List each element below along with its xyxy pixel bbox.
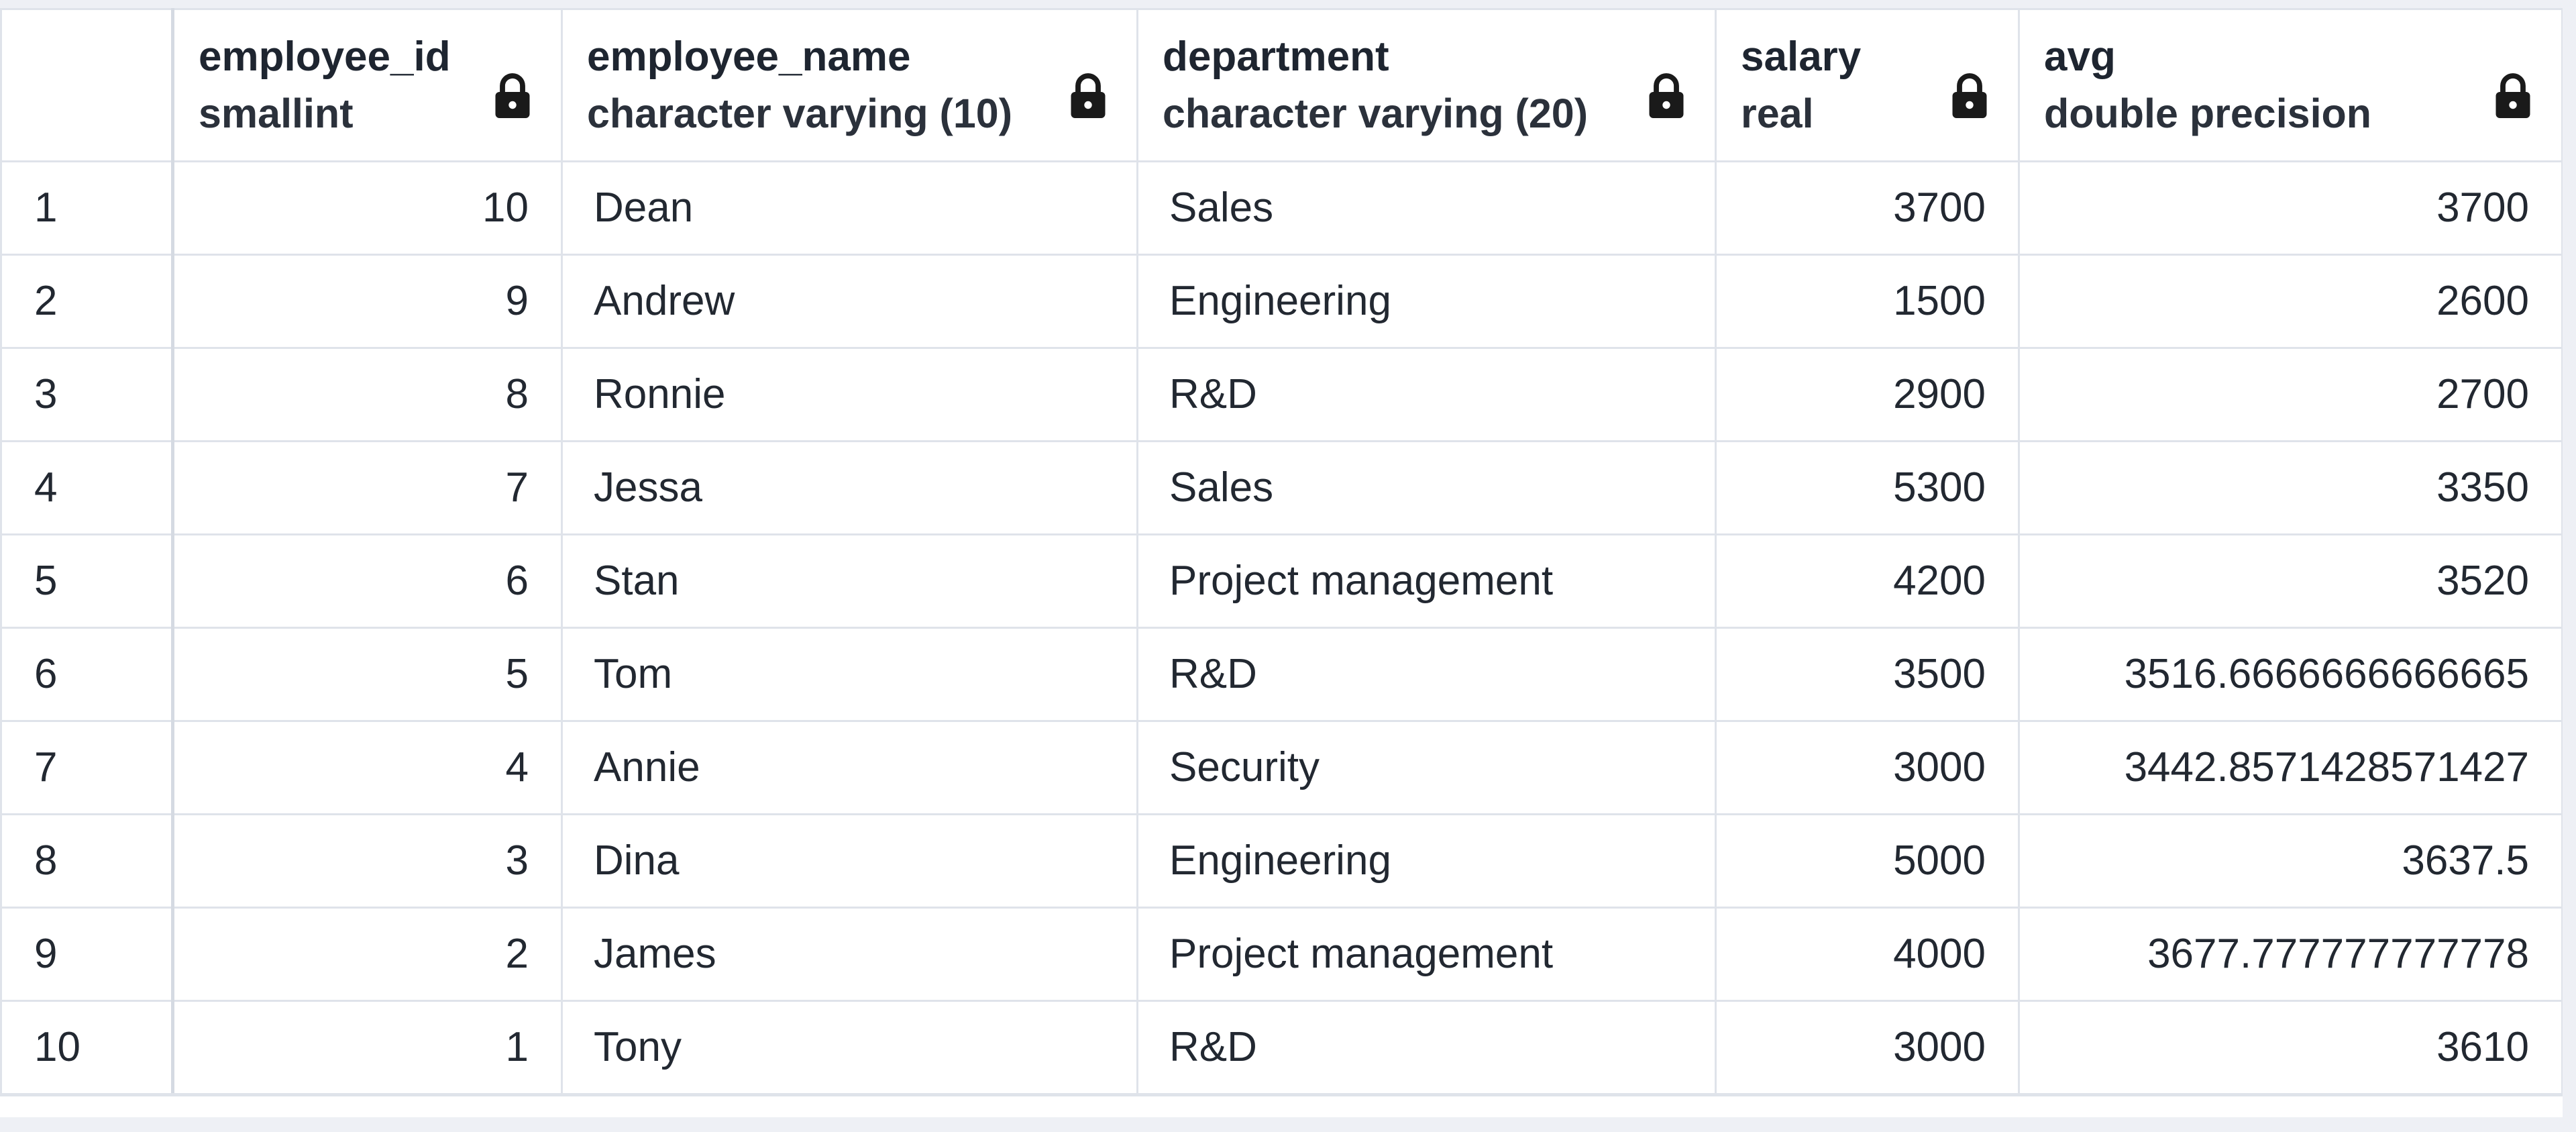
row-number[interactable]: 7 [0,720,174,815]
column-name: employee_id [199,34,451,80]
cell-department[interactable]: Engineering [1136,813,1717,909]
table-row[interactable]: 4 7 Jessa Sales 5300 3350 [0,440,2563,535]
row-number[interactable]: 1 [0,160,174,256]
cell-avg[interactable]: 3700 [2018,160,2563,256]
table-row[interactable]: 2 9 Andrew Engineering 1500 2600 [0,254,2563,349]
cell-employee-id[interactable]: 8 [172,347,563,442]
cell-employee-name[interactable]: Stan [561,533,1138,629]
column-name: salary [1741,34,1862,80]
table-row[interactable]: 6 5 Tom R&D 3500 3516.6666666666665 [0,627,2563,722]
cell-avg[interactable]: 3637.5 [2018,813,2563,909]
cell-salary[interactable]: 4000 [1715,907,2020,1002]
table-row[interactable]: 10 1 Tony R&D 3000 3610 [0,1000,2563,1096]
lock-icon [2496,73,2530,118]
cell-avg[interactable]: 3442.8571428571427 [2018,720,2563,815]
column-type: smallint [199,91,354,136]
row-number[interactable]: 8 [0,813,174,909]
cell-employee-name[interactable]: Dina [561,813,1138,909]
table-row[interactable]: 7 4 Annie Security 3000 3442.85714285714… [0,720,2563,815]
column-type: double precision [2044,91,2372,136]
cell-employee-name[interactable]: Jessa [561,440,1138,535]
lock-icon [1952,73,1987,118]
cell-department[interactable]: Engineering [1136,254,1717,349]
cell-employee-id[interactable]: 10 [172,160,563,256]
cell-employee-id[interactable]: 7 [172,440,563,535]
table-row[interactable]: 3 8 Ronnie R&D 2900 2700 [0,347,2563,442]
column-name: department [1163,34,1389,80]
row-number[interactable]: 10 [0,1000,174,1096]
cell-salary[interactable]: 4200 [1715,533,2020,629]
row-number[interactable]: 6 [0,627,174,722]
cell-avg[interactable]: 3610 [2018,1000,2563,1096]
row-number[interactable]: 5 [0,533,174,629]
cell-employee-name[interactable]: Dean [561,160,1138,256]
row-number[interactable]: 2 [0,254,174,349]
cell-department[interactable]: R&D [1136,347,1717,442]
lock-icon [1649,73,1684,118]
row-number[interactable]: 4 [0,440,174,535]
cell-salary[interactable]: 3000 [1715,1000,2020,1096]
cell-salary[interactable]: 5000 [1715,813,2020,909]
cell-employee-id[interactable]: 3 [172,813,563,909]
cell-department[interactable]: Sales [1136,440,1717,535]
cell-employee-name[interactable]: Annie [561,720,1138,815]
result-table: employee_id smallint employee_name chara… [0,8,2563,1096]
cell-avg[interactable]: 3677.777777777778 [2018,907,2563,1002]
cell-employee-name[interactable]: James [561,907,1138,1002]
cell-employee-id[interactable]: 1 [172,1000,563,1096]
cell-department[interactable]: R&D [1136,1000,1717,1096]
cell-department[interactable]: Project management [1136,533,1717,629]
row-number-header[interactable] [0,8,174,162]
cell-employee-name[interactable]: Tony [561,1000,1138,1096]
cell-employee-id[interactable]: 6 [172,533,563,629]
cell-employee-id[interactable]: 4 [172,720,563,815]
cell-employee-name[interactable]: Ronnie [561,347,1138,442]
cell-salary[interactable]: 1500 [1715,254,2020,349]
column-header-employee-name[interactable]: employee_name character varying (10) [561,8,1138,162]
cell-employee-name[interactable]: Tom [561,627,1138,722]
cell-employee-id[interactable]: 2 [172,907,563,1002]
cell-employee-id[interactable]: 9 [172,254,563,349]
column-name: employee_name [587,34,911,80]
lock-icon [495,73,530,118]
cell-salary[interactable]: 2900 [1715,347,2020,442]
column-type: character varying (10) [587,91,1013,136]
column-header-department[interactable]: department character varying (20) [1136,8,1717,162]
cell-department[interactable]: Project management [1136,907,1717,1002]
cell-salary[interactable]: 3000 [1715,720,2020,815]
cell-department[interactable]: Sales [1136,160,1717,256]
cell-salary[interactable]: 3500 [1715,627,2020,722]
cell-department[interactable]: R&D [1136,627,1717,722]
cell-employee-name[interactable]: Andrew [561,254,1138,349]
column-type: real [1741,91,1814,136]
column-name: avg [2044,34,2116,80]
cell-salary[interactable]: 3700 [1715,160,2020,256]
row-number[interactable]: 3 [0,347,174,442]
cell-avg[interactable]: 2600 [2018,254,2563,349]
table-row[interactable]: 1 10 Dean Sales 3700 3700 [0,160,2563,256]
cell-avg[interactable]: 3520 [2018,533,2563,629]
cell-avg[interactable]: 2700 [2018,347,2563,442]
table-row[interactable]: 8 3 Dina Engineering 5000 3637.5 [0,813,2563,909]
cell-department[interactable]: Security [1136,720,1717,815]
column-header-salary[interactable]: salary real [1715,8,2020,162]
column-type: character varying (20) [1163,91,1589,136]
cell-avg[interactable]: 3516.6666666666665 [2018,627,2563,722]
header-row: employee_id smallint employee_name chara… [0,8,2563,162]
table-row[interactable]: 5 6 Stan Project management 4200 3520 [0,533,2563,629]
cell-salary[interactable]: 5300 [1715,440,2020,535]
row-number[interactable]: 9 [0,907,174,1002]
lock-icon [1071,73,1106,118]
query-result-grid: employee_id smallint employee_name chara… [0,8,2563,1117]
table-row[interactable]: 9 2 James Project management 4000 3677.7… [0,907,2563,1002]
column-header-employee-id[interactable]: employee_id smallint [172,8,563,162]
cell-employee-id[interactable]: 5 [172,627,563,722]
cell-avg[interactable]: 3350 [2018,440,2563,535]
column-header-avg[interactable]: avg double precision [2018,8,2563,162]
